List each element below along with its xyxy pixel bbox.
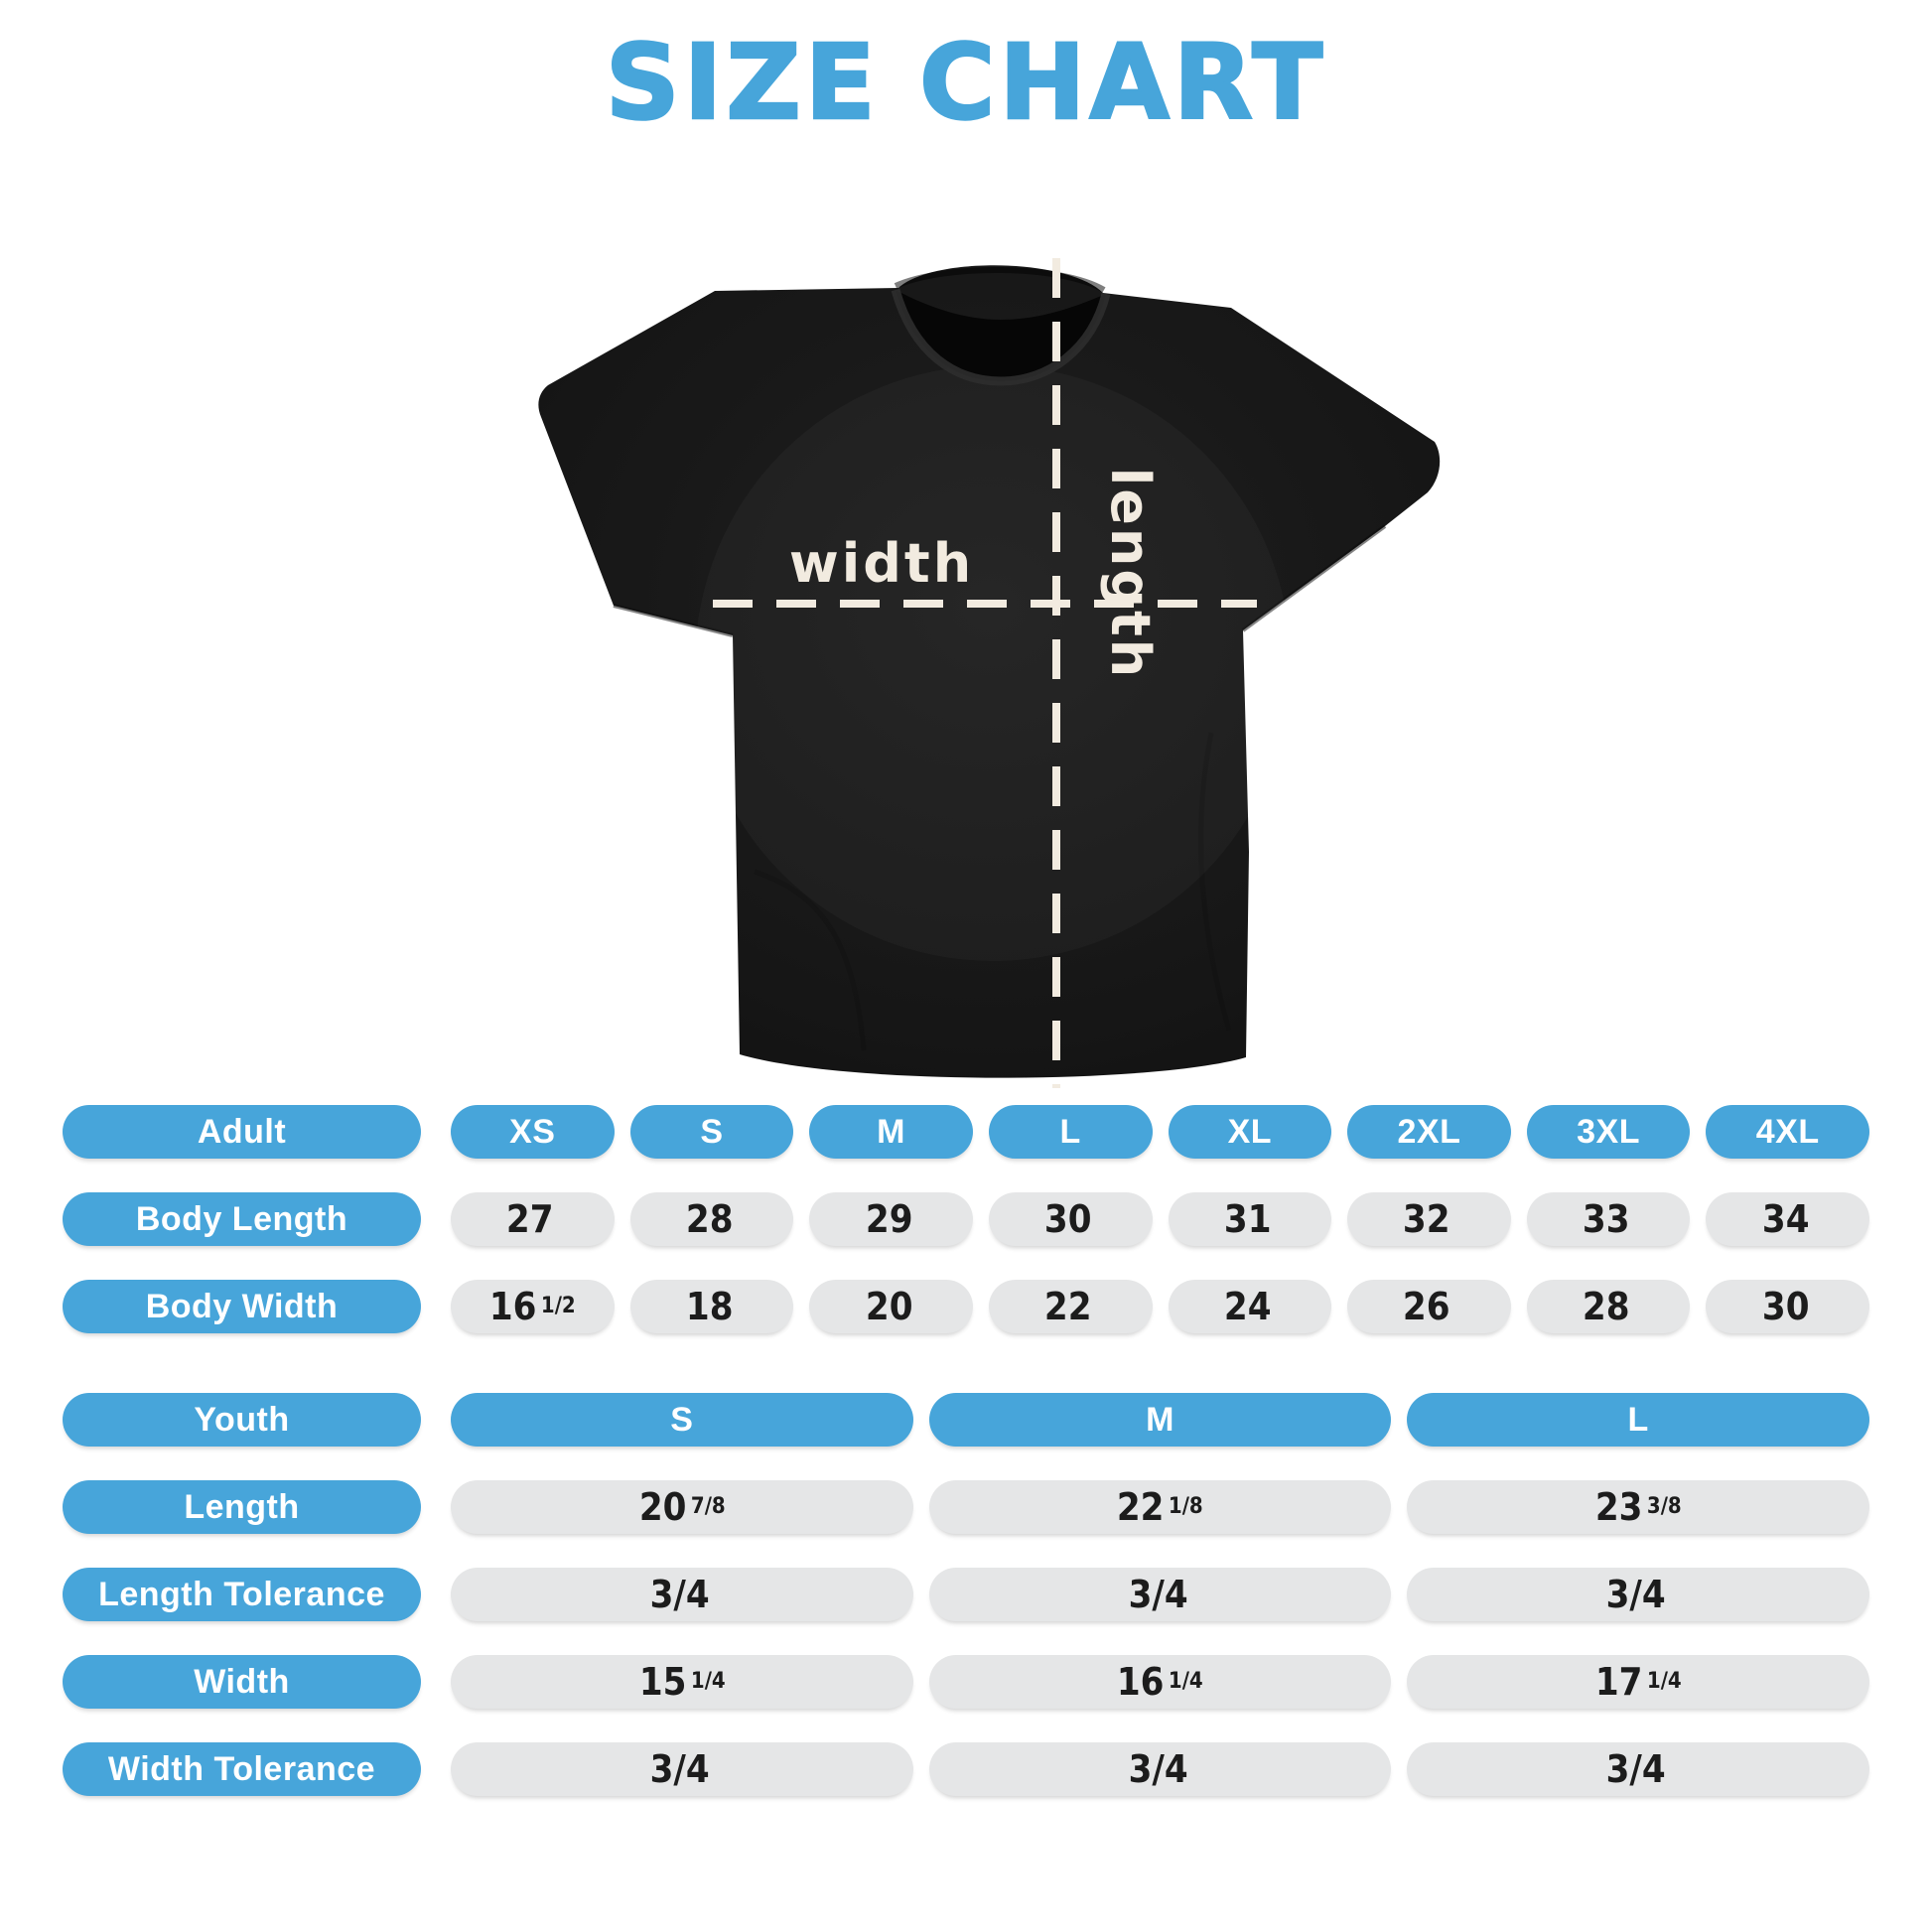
tshirt-illustration: width length xyxy=(538,258,1441,1088)
value-pill: 30 xyxy=(988,1192,1153,1246)
value-pill: 32 xyxy=(1347,1192,1511,1246)
value-pill: 24 xyxy=(1168,1280,1332,1333)
value-pill: 20 xyxy=(809,1280,973,1333)
youth-size-pill-s: S xyxy=(451,1393,913,1447)
size-tables: Adult XS S M L XL 2XL 3XL 4XL Body Lengt… xyxy=(63,1105,1870,1830)
value-pill: 29 xyxy=(809,1192,973,1246)
youth-size-pill-l: L xyxy=(1407,1393,1870,1447)
value-pill: 3/4 xyxy=(451,1742,913,1796)
row-label: Length Tolerance xyxy=(63,1568,421,1621)
youth-length-tolerance-row: Length Tolerance 3/4 3/4 3/4 xyxy=(63,1568,1870,1621)
size-pill-s: S xyxy=(629,1105,794,1159)
size-pill-xl: XL xyxy=(1168,1105,1332,1159)
row-label: Body Width xyxy=(63,1280,421,1333)
row-label: Width Tolerance xyxy=(63,1742,421,1796)
value-pill: 17 1/4 xyxy=(1407,1655,1870,1709)
value-pill: 20 7/8 xyxy=(451,1480,913,1534)
value-pill: 28 xyxy=(1526,1280,1691,1333)
youth-table-title: Youth xyxy=(63,1393,421,1447)
body-width-row: Body Width 16 1/2 18 20 22 24 26 28 30 xyxy=(63,1280,1869,1333)
value-pill: 23 3/8 xyxy=(1407,1480,1870,1534)
row-label: Width xyxy=(63,1655,421,1709)
value-pill: 22 1/8 xyxy=(928,1480,1392,1534)
value-pill: 3/4 xyxy=(928,1568,1392,1621)
youth-width-tolerance-row: Width Tolerance 3/4 3/4 3/4 xyxy=(63,1742,1870,1796)
size-pill-2xl: 2XL xyxy=(1347,1105,1511,1159)
row-label: Body Length xyxy=(63,1192,421,1246)
body-length-row: Body Length 27 28 29 30 31 32 33 34 xyxy=(63,1192,1869,1246)
value-pill: 26 xyxy=(1347,1280,1511,1333)
youth-header-row: Youth S M L xyxy=(63,1393,1870,1447)
youth-length-row: Length 20 7/8 22 1/8 23 3/8 xyxy=(63,1480,1870,1534)
value-pill: 31 xyxy=(1168,1192,1332,1246)
length-label: length xyxy=(1099,468,1162,681)
value-pill: 3/4 xyxy=(451,1568,913,1621)
value-pill: 27 xyxy=(451,1192,615,1246)
value-pill: 22 xyxy=(988,1280,1153,1333)
size-pill-l: L xyxy=(988,1105,1153,1159)
adult-table-title: Adult xyxy=(63,1105,421,1159)
width-label: width xyxy=(789,532,974,595)
value-pill: 30 xyxy=(1706,1280,1869,1333)
size-pill-3xl: 3XL xyxy=(1526,1105,1691,1159)
page-title: SIZE CHART xyxy=(605,21,1327,145)
value-pill: 18 xyxy=(629,1280,794,1333)
adult-header-row: Adult XS S M L XL 2XL 3XL 4XL xyxy=(63,1105,1869,1159)
youth-width-row: Width 15 1/4 16 1/4 17 1/4 xyxy=(63,1655,1870,1709)
size-pill-m: M xyxy=(809,1105,973,1159)
youth-table: Youth S M L Length 20 7/8 22 1/8 23 3/8 Len… xyxy=(63,1393,1870,1796)
size-pill-xs: XS xyxy=(451,1105,615,1159)
value-pill: 33 xyxy=(1526,1192,1691,1246)
row-label: Length xyxy=(63,1480,421,1534)
value-pill: 34 xyxy=(1706,1192,1869,1246)
value-pill: 3/4 xyxy=(928,1742,1392,1796)
value-pill: 3/4 xyxy=(1407,1742,1870,1796)
youth-size-pill-m: M xyxy=(928,1393,1392,1447)
size-pill-4xl: 4XL xyxy=(1706,1105,1869,1159)
value-pill: 3/4 xyxy=(1407,1568,1870,1621)
value-pill: 16 1/2 xyxy=(451,1280,615,1333)
tshirt-body xyxy=(538,265,1441,1078)
value-pill: 28 xyxy=(629,1192,794,1246)
tshirt-diagram: width length xyxy=(516,236,1449,1105)
value-pill: 15 1/4 xyxy=(451,1655,913,1709)
value-pill: 16 1/4 xyxy=(928,1655,1392,1709)
adult-table: Adult XS S M L XL 2XL 3XL 4XL Body Lengt… xyxy=(63,1105,1869,1333)
